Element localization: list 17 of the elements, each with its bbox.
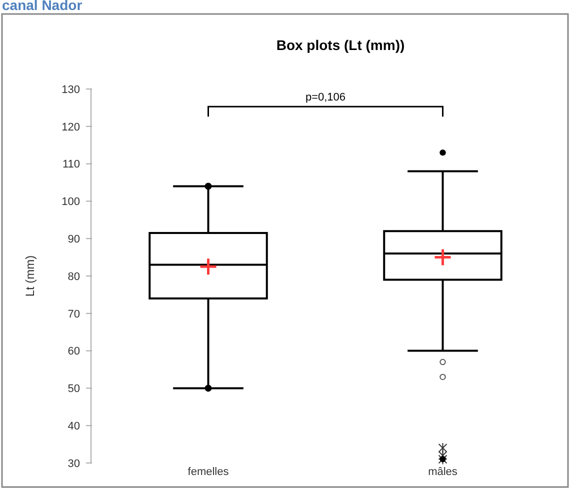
x-tick-label: femelles xyxy=(188,466,230,478)
annotation: p=0,106 xyxy=(305,92,346,104)
y-tick-label: 40 xyxy=(68,420,80,432)
y-tick-label: 90 xyxy=(68,233,80,246)
y-tick-label: 100 xyxy=(62,196,80,208)
y-tick-label: 130 xyxy=(62,84,80,96)
y-tick-label: 110 xyxy=(62,158,80,171)
y-tick-label: 80 xyxy=(68,270,80,283)
text: canal Nador xyxy=(2,0,83,13)
x-tick-label: mâles xyxy=(428,466,458,478)
y-tick-label: 60 xyxy=(68,346,80,358)
y-tick-label: 50 xyxy=(68,383,80,396)
y-axis-title: Lt (mm) xyxy=(23,255,37,297)
chart-title: Box plots (Lt (mm)) xyxy=(276,37,405,53)
y-tick-label: 30 xyxy=(68,458,80,470)
y-tick-label: 70 xyxy=(68,308,80,320)
y-tick-label: 120 xyxy=(62,121,80,134)
